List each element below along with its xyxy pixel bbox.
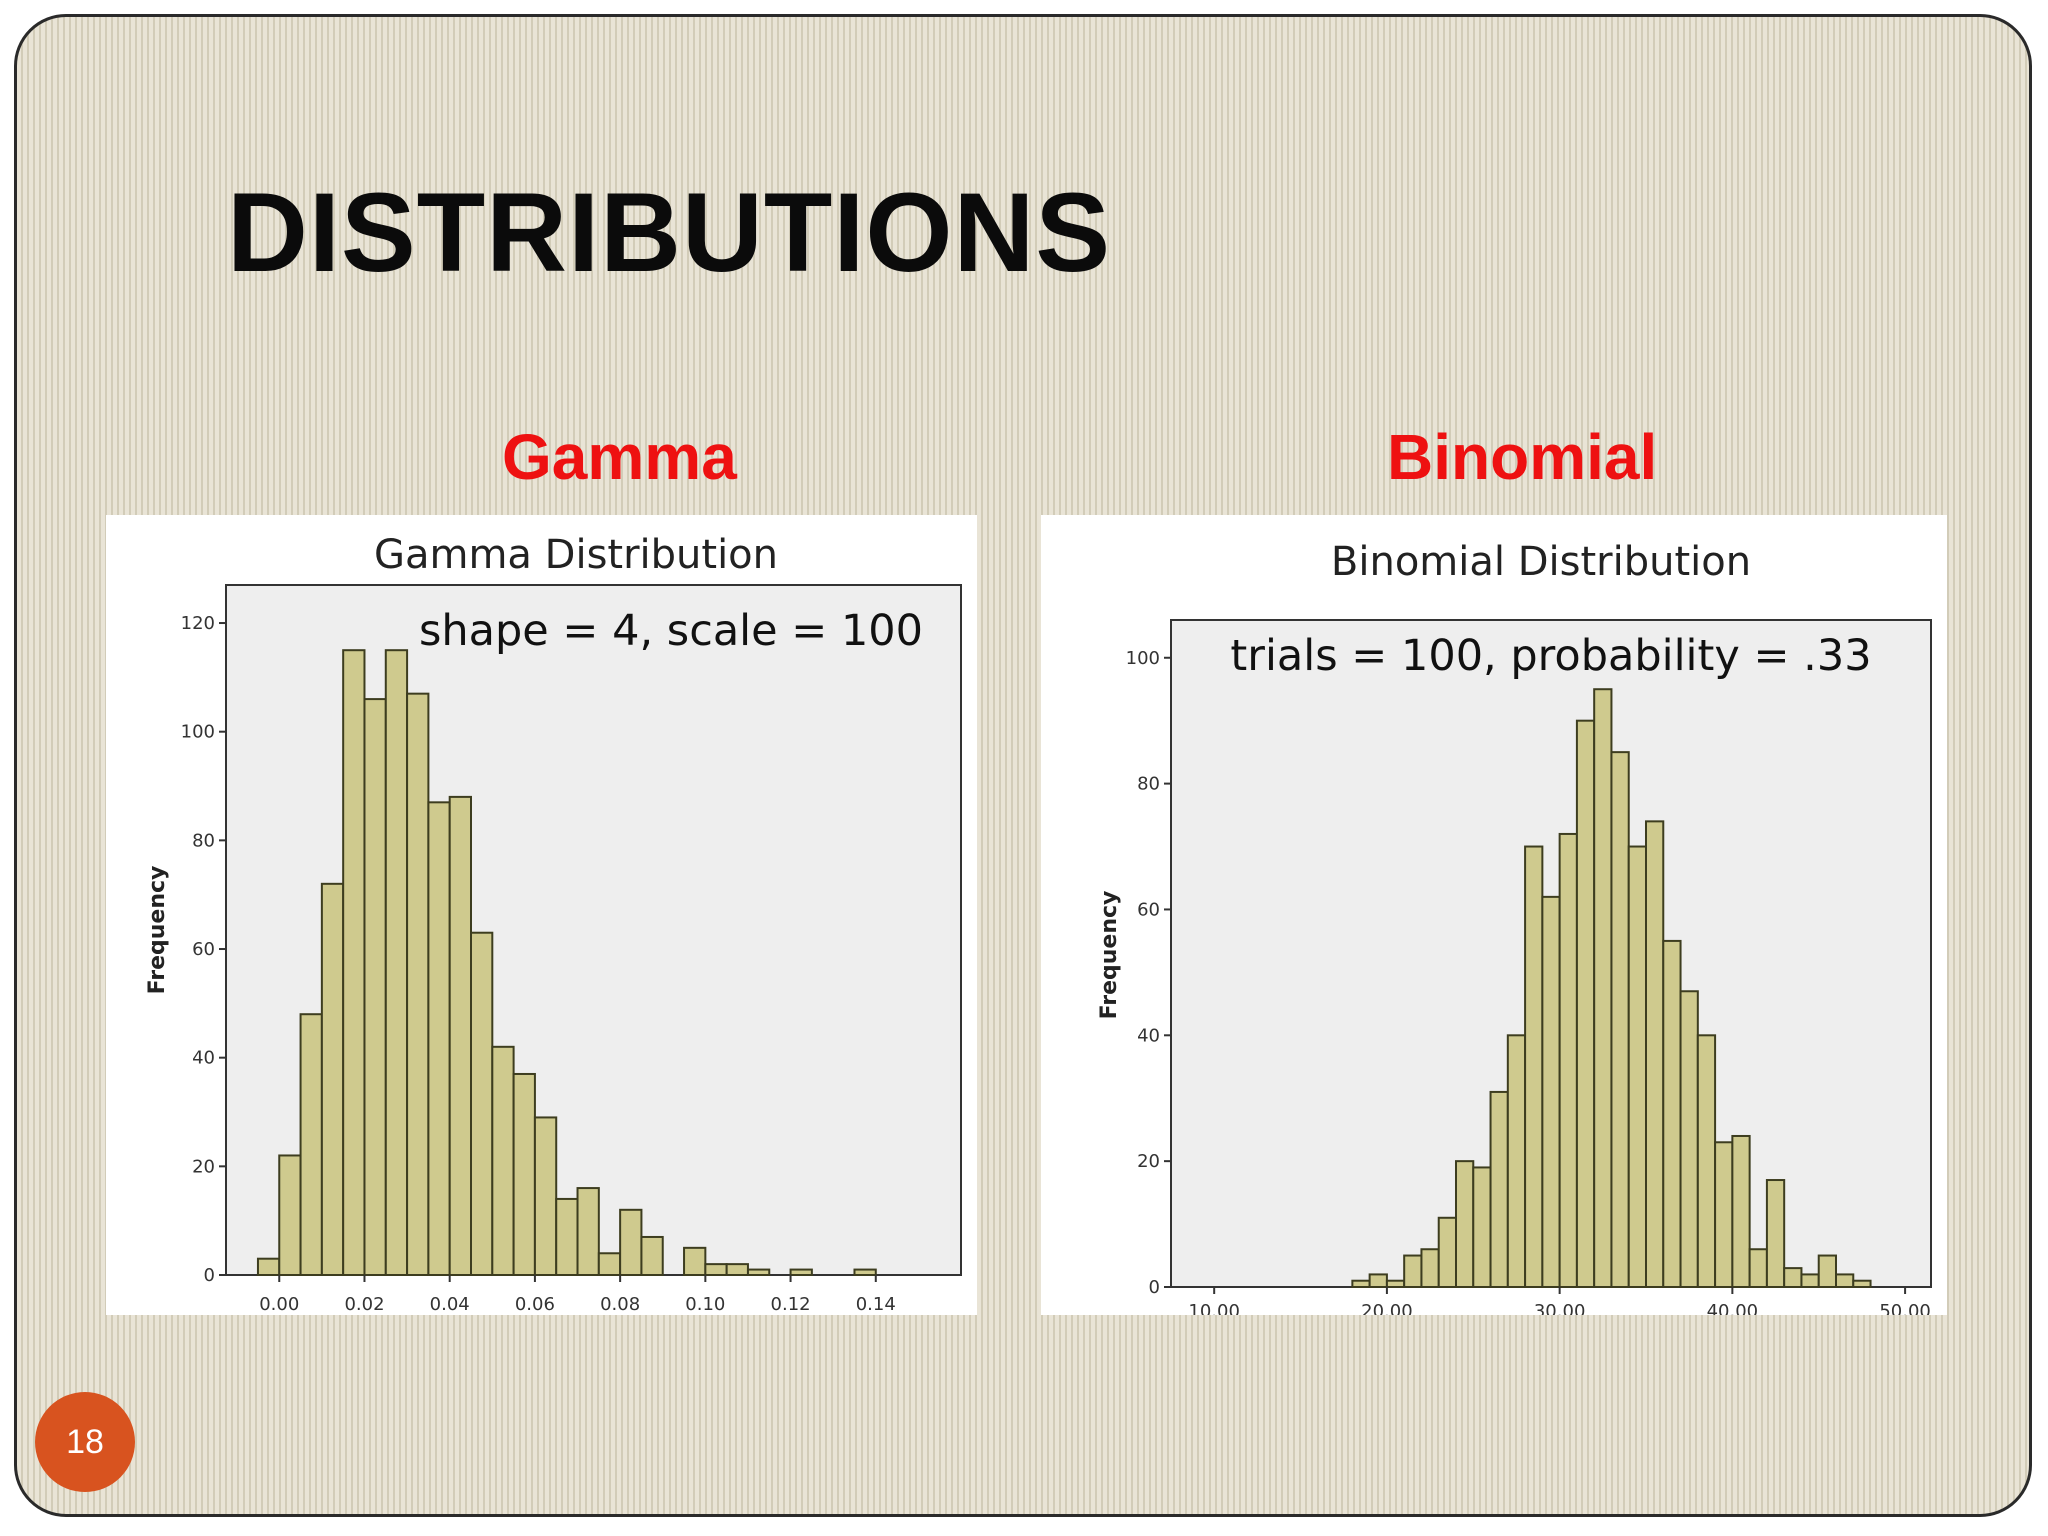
gamma-y-axis-label: Frequency (145, 866, 170, 995)
binomial-bar (1541, 895, 1561, 1288)
binomial-chart-title: Binomial Distribution (1331, 539, 1751, 585)
gamma-bar (746, 1268, 771, 1277)
gamma-chart: Gamma Distribution shape = 4, scale = 100… (145, 532, 962, 1315)
gamma-bar (406, 692, 430, 1276)
binomial-bar (1351, 1279, 1371, 1288)
gamma-bar (363, 698, 387, 1276)
gamma-bar (278, 1154, 302, 1276)
gamma-bar (576, 1187, 600, 1276)
binomial-y-axis-label: Frequency (1097, 891, 1122, 1020)
binomial-chart-panel: Binomial Distribution trials = 100, proba… (1041, 515, 1947, 1315)
binomial-bar (1506, 1034, 1527, 1288)
binomial-bar (1783, 1267, 1803, 1288)
binomial-y-tick-label: 80 (1137, 774, 1160, 795)
gamma-x-tick-label: 0.04 (430, 1294, 470, 1315)
gamma-bar (470, 931, 494, 1276)
page-number-badge: 18 (35, 1392, 135, 1492)
binomial-bar (1385, 1279, 1406, 1288)
gamma-x-tick-label: 0.10 (685, 1294, 725, 1315)
gamma-y-tick-label: 120 (181, 613, 215, 634)
gamma-bar (555, 1197, 579, 1277)
binomial-y-tick-label: 60 (1137, 899, 1160, 920)
binomial-bar (1368, 1273, 1388, 1289)
gamma-x-tick-label: 0.00 (259, 1294, 299, 1315)
binomial-y-tick-label: 0 (1149, 1277, 1160, 1298)
binomial-bar (1852, 1279, 1872, 1288)
gamma-bar (619, 1208, 643, 1277)
gamma-y-tick-label: 100 (181, 722, 215, 743)
binomial-x-tick-label: 10.00 (1188, 1301, 1240, 1315)
gamma-x-tick-label: 0.14 (856, 1294, 896, 1315)
gamma-x-tick-label: 0.02 (344, 1294, 384, 1315)
binomial-bar (1817, 1254, 1838, 1288)
gamma-y-tick-label: 0 (204, 1265, 215, 1286)
binomial-bar (1800, 1273, 1820, 1289)
binomial-bar (1610, 751, 1630, 1289)
gamma-bar (597, 1252, 622, 1276)
binomial-x-tick-label: 20.00 (1361, 1301, 1413, 1315)
gamma-bar (384, 649, 409, 1277)
binomial-x-tick-label: 50.00 (1879, 1301, 1931, 1315)
binomial-annotation: trials = 100, probability = .33 (1230, 631, 1871, 681)
gamma-y-tick-label: 80 (192, 830, 215, 851)
binomial-bar (1662, 939, 1682, 1288)
binomial-bar (1455, 1160, 1475, 1288)
binomial-bar (1575, 719, 1596, 1288)
gamma-x-tick-label: 0.06 (515, 1294, 555, 1315)
binomial-bar (1593, 688, 1613, 1288)
gamma-y-tick-label: 60 (192, 939, 215, 960)
binomial-bar (1420, 1248, 1440, 1289)
gamma-bar (427, 801, 451, 1276)
gamma-y-tick-label: 40 (192, 1048, 215, 1069)
binomial-x-tick-label: 40.00 (1707, 1301, 1759, 1315)
gamma-bar (512, 1072, 536, 1276)
binomial-bar (1731, 1134, 1751, 1289)
gamma-bar (342, 649, 366, 1277)
binomial-bar (1403, 1254, 1423, 1288)
binomial-y-tick-label: 40 (1137, 1025, 1160, 1046)
slide: DISTRIBUTIONS Gamma Binomial Gamma Distr… (14, 14, 2032, 1517)
gamma-bar (640, 1235, 664, 1276)
gamma-heading: Gamma (502, 421, 737, 493)
gamma-chart-panel: Gamma Distribution shape = 4, scale = 100… (106, 515, 977, 1315)
gamma-bar (256, 1257, 281, 1277)
binomial-y-tick-label: 20 (1137, 1151, 1160, 1172)
binomial-bar (1437, 1216, 1457, 1288)
binomial-chart: Binomial Distribution trials = 100, proba… (1097, 539, 1932, 1315)
gamma-x-tick-label: 0.08 (600, 1294, 640, 1315)
binomial-bar (1748, 1248, 1768, 1289)
binomial-y-tick-label: 100 (1126, 648, 1160, 669)
binomial-x-tick-label: 30.00 (1534, 1301, 1586, 1315)
binomial-bar (1679, 990, 1699, 1288)
binomial-bar (1835, 1273, 1855, 1289)
gamma-bar (725, 1263, 749, 1276)
gamma-bar (853, 1268, 877, 1277)
slide-title: DISTRIBUTIONS (227, 170, 1112, 295)
binomial-bar (1489, 1090, 1509, 1288)
gamma-bar (683, 1246, 707, 1277)
gamma-bar (320, 882, 345, 1276)
gamma-annotation: shape = 4, scale = 100 (419, 606, 923, 656)
binomial-bar (1714, 1141, 1734, 1288)
gamma-bar (704, 1263, 728, 1276)
gamma-bar (448, 795, 472, 1276)
gamma-bar (533, 1116, 558, 1276)
gamma-bar (491, 1045, 515, 1277)
binomial-bar (1558, 832, 1578, 1288)
binomial-bar (1472, 1166, 1492, 1289)
binomial-bar (1645, 820, 1665, 1288)
gamma-bar (789, 1268, 813, 1277)
gamma-chart-title: Gamma Distribution (374, 532, 778, 578)
binomial-heading: Binomial (1387, 421, 1658, 493)
binomial-bar (1765, 1179, 1786, 1289)
gamma-x-tick-label: 0.12 (771, 1294, 811, 1315)
binomial-bar (1627, 845, 1648, 1288)
binomial-bar (1696, 1034, 1717, 1288)
gamma-bar (299, 1013, 323, 1276)
gamma-y-tick-label: 20 (192, 1156, 215, 1177)
binomial-bar (1524, 845, 1544, 1288)
